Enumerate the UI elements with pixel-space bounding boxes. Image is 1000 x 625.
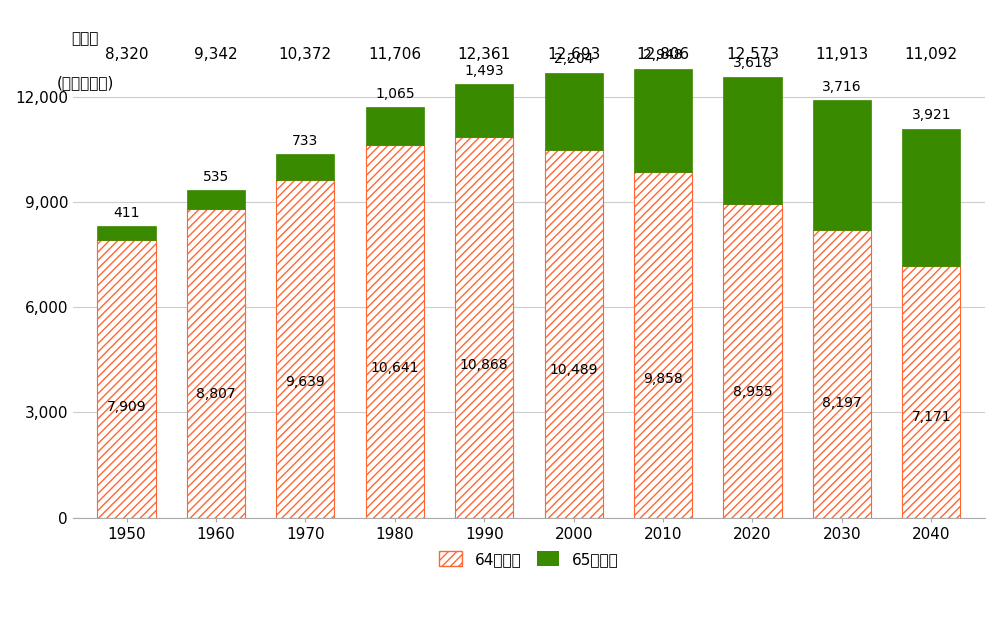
Bar [723,204,782,518]
Text: 3,716: 3,716 [822,79,862,94]
Bar [545,150,603,518]
Text: 12,806: 12,806 [637,48,690,63]
Bar [723,77,782,204]
Text: 10,641: 10,641 [371,361,419,376]
Bar [97,240,156,518]
Text: 1,065: 1,065 [375,87,415,101]
Text: 9,342: 9,342 [194,48,238,63]
Bar [187,209,245,518]
Text: 2,204: 2,204 [554,52,593,66]
Bar [366,144,424,518]
Text: 3,921: 3,921 [912,108,951,122]
Text: 総人口: 総人口 [71,31,99,46]
Text: 11,092: 11,092 [905,48,958,63]
Text: 9,639: 9,639 [285,376,325,389]
Text: (単位：万人): (単位：万人) [56,75,114,90]
Text: 8,320: 8,320 [105,48,148,63]
Text: 12,573: 12,573 [726,48,779,63]
Bar [187,209,245,518]
Text: 10,868: 10,868 [460,358,509,372]
Bar [97,240,156,518]
Bar [276,179,334,518]
Text: 411: 411 [113,206,140,219]
Bar [902,266,960,518]
Text: 11,706: 11,706 [368,48,421,63]
Bar [634,69,692,172]
Bar [97,226,156,240]
Text: 733: 733 [292,134,318,148]
Text: 10,372: 10,372 [279,48,332,63]
Text: 1,493: 1,493 [464,64,504,78]
Bar [813,230,871,518]
Legend: 64歳以下, 65歳以上: 64歳以下, 65歳以上 [433,544,625,573]
Bar [545,150,603,518]
Text: 7,171: 7,171 [912,410,951,424]
Bar [366,107,424,144]
Text: 11,913: 11,913 [815,48,869,63]
Text: 8,197: 8,197 [822,396,862,409]
Bar [455,84,513,136]
Bar [366,144,424,518]
Bar [902,266,960,518]
Bar [455,136,513,518]
Text: 535: 535 [203,170,229,184]
Bar [187,190,245,209]
Bar [813,100,871,230]
Bar [634,172,692,518]
Bar [813,230,871,518]
Text: 9,858: 9,858 [643,372,683,386]
Text: 7,909: 7,909 [107,399,146,414]
Text: 12,693: 12,693 [547,48,600,63]
Bar [723,204,782,518]
Bar [276,154,334,179]
Text: 8,955: 8,955 [733,385,772,399]
Text: 3,618: 3,618 [733,56,772,71]
Text: 10,489: 10,489 [549,364,598,378]
Text: 2,948: 2,948 [643,48,683,62]
Text: 12,361: 12,361 [458,48,511,63]
Text: 8,807: 8,807 [196,387,236,401]
Bar [455,136,513,518]
Bar [902,129,960,266]
Bar [276,179,334,518]
Bar [545,72,603,150]
Bar [634,172,692,518]
